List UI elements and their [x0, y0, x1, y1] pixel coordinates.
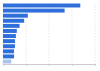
- bar: [3, 39, 15, 43]
- x-axis: [4, 64, 96, 66]
- grid-line: [72, 3, 73, 64]
- bar: [3, 24, 20, 28]
- tick-mark: [26, 64, 27, 66]
- bar: [3, 49, 14, 53]
- tick: [3, 64, 4, 66]
- tick: [26, 64, 27, 66]
- tick: [72, 64, 73, 66]
- tick-mark: [72, 64, 73, 66]
- bar: [3, 19, 24, 23]
- tick: [95, 64, 96, 66]
- bar: [3, 14, 28, 18]
- bar: [3, 9, 65, 13]
- axis-line: [4, 65, 96, 67]
- tick-mark: [3, 64, 4, 66]
- bar: [3, 44, 15, 48]
- grid: [3, 3, 95, 64]
- tick: [49, 64, 50, 66]
- tick-mark: [95, 64, 96, 66]
- grid-line: [95, 3, 96, 64]
- bar: [3, 29, 17, 33]
- bar: [3, 54, 14, 58]
- tick-mark: [49, 64, 50, 66]
- bar: [3, 60, 11, 64]
- plot: [3, 3, 96, 66]
- bar: [3, 34, 16, 38]
- bar: [3, 4, 80, 8]
- chart: [0, 0, 100, 71]
- bars: [3, 4, 80, 64]
